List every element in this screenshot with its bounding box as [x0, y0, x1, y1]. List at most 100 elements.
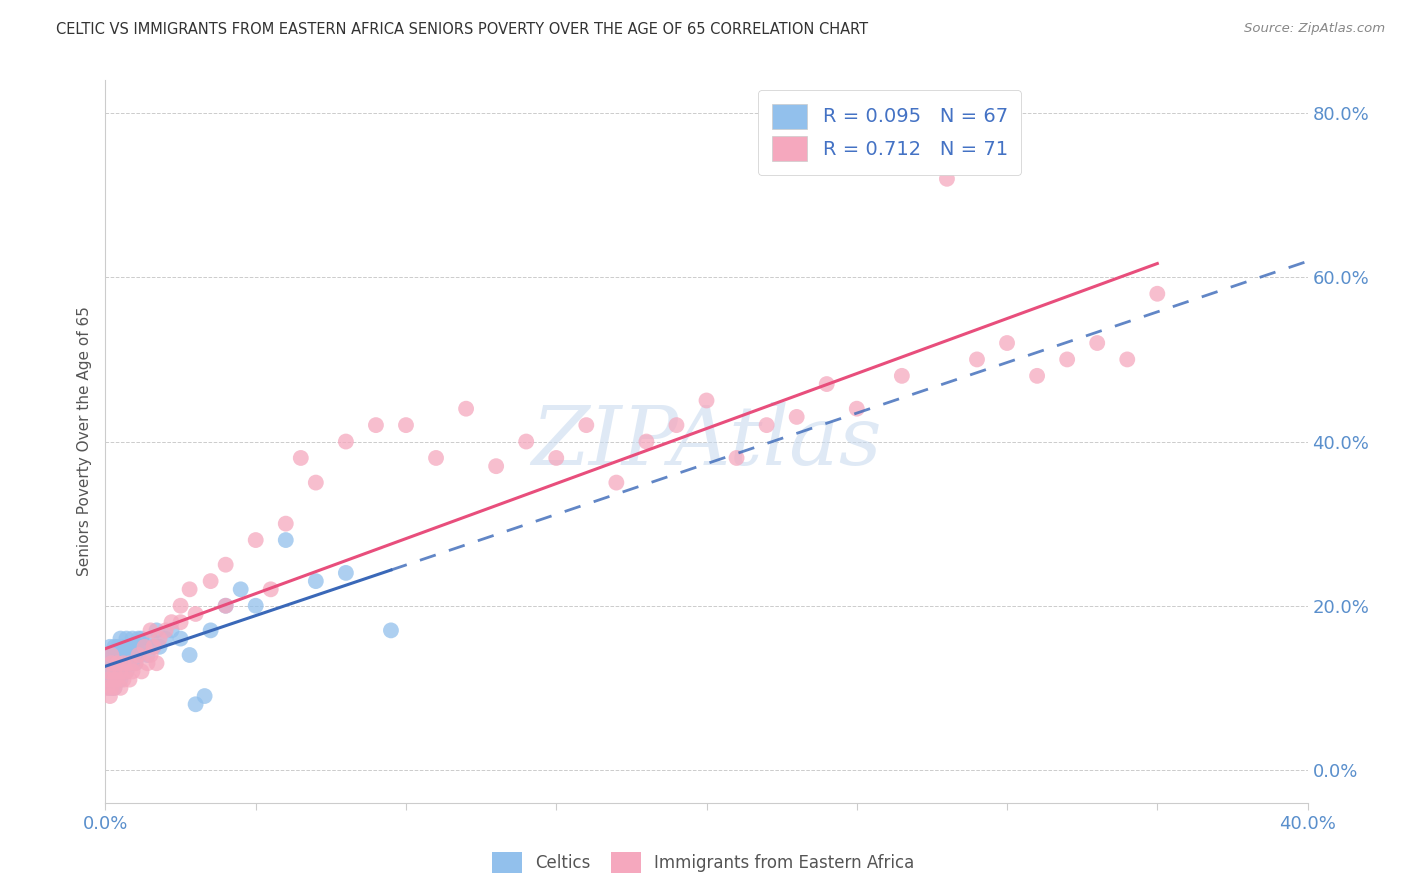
Point	[97, 665, 120, 679]
Point	[97, 648, 120, 662]
Point	[245, 533, 267, 547]
Point	[107, 657, 129, 671]
Point	[118, 657, 141, 671]
Point	[118, 648, 141, 662]
Point	[995, 336, 1018, 351]
Point	[229, 582, 252, 597]
Point	[169, 632, 191, 646]
Point	[605, 475, 627, 490]
Point	[515, 434, 537, 449]
Point	[425, 450, 447, 465]
Point	[103, 673, 125, 687]
Point	[274, 533, 297, 547]
Legend: Celtics, Immigrants from Eastern Africa: Celtics, Immigrants from Eastern Africa	[485, 846, 921, 880]
Point	[103, 657, 125, 671]
Point	[200, 574, 222, 588]
Point	[890, 368, 912, 383]
Point	[1026, 368, 1049, 383]
Point	[136, 648, 159, 662]
Point	[110, 673, 132, 687]
Point	[115, 665, 138, 679]
Point	[160, 615, 183, 630]
Point	[121, 665, 143, 679]
Point	[546, 450, 568, 465]
Point	[845, 401, 868, 416]
Point	[485, 459, 508, 474]
Point	[145, 657, 167, 671]
Point	[97, 665, 120, 679]
Point	[169, 615, 191, 630]
Point	[214, 558, 236, 572]
Point	[107, 673, 129, 687]
Point	[110, 657, 132, 671]
Point	[148, 640, 170, 654]
Point	[118, 640, 141, 654]
Point	[128, 648, 150, 662]
Point	[100, 657, 122, 671]
Point	[96, 681, 118, 695]
Point	[107, 640, 129, 654]
Point	[139, 624, 162, 638]
Point	[1056, 352, 1078, 367]
Point	[110, 665, 132, 679]
Point	[335, 434, 357, 449]
Point	[110, 681, 132, 695]
Point	[1116, 352, 1139, 367]
Point	[575, 418, 598, 433]
Point	[97, 673, 120, 687]
Point	[107, 657, 129, 671]
Point	[107, 648, 129, 662]
Point	[124, 657, 146, 671]
Point	[124, 657, 146, 671]
Point	[305, 574, 328, 588]
Point	[110, 665, 132, 679]
Point	[160, 624, 183, 638]
Point	[179, 582, 201, 597]
Point	[636, 434, 658, 449]
Point	[115, 657, 138, 671]
Point	[118, 673, 141, 687]
Point	[115, 640, 138, 654]
Point	[103, 640, 125, 654]
Point	[139, 632, 162, 646]
Point	[184, 607, 207, 621]
Point	[936, 171, 959, 186]
Point	[142, 640, 165, 654]
Point	[214, 599, 236, 613]
Point	[169, 599, 191, 613]
Point	[184, 698, 207, 712]
Point	[100, 681, 122, 695]
Point	[121, 657, 143, 671]
Point	[103, 681, 125, 695]
Point	[245, 599, 267, 613]
Point	[145, 624, 167, 638]
Point	[112, 648, 135, 662]
Point	[107, 665, 129, 679]
Point	[260, 582, 283, 597]
Point	[131, 632, 153, 646]
Point	[142, 640, 165, 654]
Point	[103, 681, 125, 695]
Point	[179, 648, 201, 662]
Point	[112, 640, 135, 654]
Text: Source: ZipAtlas.com: Source: ZipAtlas.com	[1244, 22, 1385, 36]
Point	[194, 689, 217, 703]
Point	[100, 657, 122, 671]
Point	[98, 689, 121, 703]
Point	[148, 632, 170, 646]
Point	[364, 418, 387, 433]
Point	[96, 673, 118, 687]
Point	[103, 665, 125, 679]
Point	[124, 640, 146, 654]
Text: CELTIC VS IMMIGRANTS FROM EASTERN AFRICA SENIORS POVERTY OVER THE AGE OF 65 CORR: CELTIC VS IMMIGRANTS FROM EASTERN AFRICA…	[56, 22, 869, 37]
Point	[966, 352, 988, 367]
Point	[110, 648, 132, 662]
Point	[305, 475, 328, 490]
Point	[815, 377, 838, 392]
Point	[104, 657, 127, 671]
Point	[134, 640, 156, 654]
Point	[98, 640, 121, 654]
Point	[1085, 336, 1108, 351]
Point	[696, 393, 718, 408]
Point	[115, 665, 138, 679]
